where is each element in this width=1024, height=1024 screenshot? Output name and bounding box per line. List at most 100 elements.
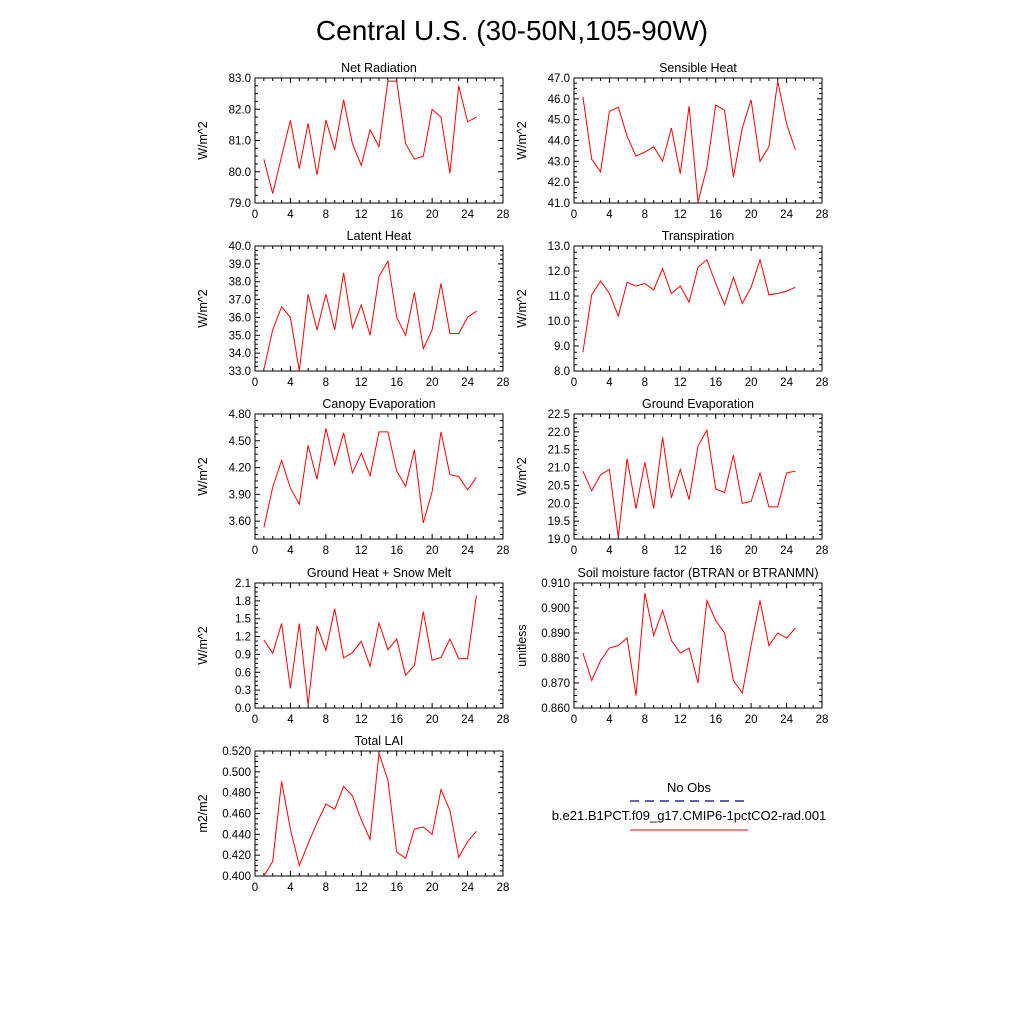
x-tick-label: 28 [816,714,829,726]
x-tick-label: 24 [461,545,474,557]
y-tick-label: 0.460 [222,809,251,821]
y-tick-label: 3.90 [229,489,251,501]
x-tick-label: 12 [674,377,687,389]
x-tick-label: 0 [252,714,258,726]
y-tick-label: 40.0 [229,241,251,253]
panel-title: Transpiration [662,229,735,243]
x-tick-label: 8 [323,714,329,726]
y-tick-label: 9.0 [554,341,570,353]
y-tick-label: 19.5 [548,516,570,528]
x-tick-label: 12 [355,882,368,894]
x-tick-label: 24 [461,377,474,389]
x-tick-label: 0 [571,209,577,221]
x-tick-label: 8 [642,377,648,389]
y-tick-label: 83.0 [229,73,251,85]
x-tick-label: 28 [816,209,829,221]
x-tick-label: 8 [323,545,329,557]
y-tick-label: 8.0 [554,366,570,378]
x-tick-label: 28 [497,714,510,726]
y-tick-label: 0.900 [541,603,570,615]
figure-title: Central U.S. (30-50N,105-90W) [316,15,708,46]
y-tick-label: 11.0 [548,291,570,303]
y-tick-label: 1.8 [235,596,251,608]
x-tick-label: 0 [571,545,577,557]
y-tick-label: 44.0 [548,136,570,148]
x-tick-label: 16 [390,377,403,389]
series-line [582,80,796,203]
series-line [582,428,796,538]
panel-title: Ground Heat + Snow Melt [307,566,452,580]
y-tick-label: 0.500 [222,767,251,779]
y-tick-label: 0.910 [541,578,570,590]
y-tick-label: 36.0 [229,312,251,324]
y-tick-label: 4.80 [229,409,251,421]
plot-frame [573,582,823,709]
y-axis-label: W/m^2 [196,121,210,160]
x-tick-label: 24 [461,209,474,221]
panel-title: Net Radiation [341,61,417,75]
x-tick-label: 20 [426,209,439,221]
x-tick-label: 16 [390,545,403,557]
legend-model-label: b.e21.B1PCT.f09_g17.CMIP6-1pctCO2-rad.00… [552,808,827,823]
x-tick-label: 20 [426,714,439,726]
x-tick-label: 12 [674,714,687,726]
y-tick-label: 21.5 [548,445,570,457]
y-tick-label: 39.0 [229,259,251,271]
x-tick-label: 4 [287,714,294,726]
chart-panel: Latent Heat W/m^2 0 4 8 12 16 20 24 28 33.0 34.0 35.… [196,229,509,389]
chart-panel: Sensible Heat W/m^2 0 4 8 12 16 20 24 28 41.0 42.0 4… [515,61,828,221]
y-tick-label: 34.0 [229,348,251,360]
y-tick-label: 35.0 [229,330,251,342]
chart-panel: Canopy Evaporation W/m^2 0 4 8 12 16 20 24 28 3.60… [196,397,509,557]
y-tick-label: 19.0 [548,534,570,546]
y-axis-label: W/m^2 [196,457,210,496]
x-tick-label: 16 [390,714,403,726]
chart-panel: Transpiration W/m^2 0 4 8 12 16 20 24 28 8.0 9.0 10.… [515,229,828,389]
y-tick-label: 21.0 [548,463,570,475]
panel-title: Total LAI [355,734,404,748]
x-tick-label: 20 [426,882,439,894]
y-tick-label: 20.0 [548,498,570,510]
y-axis-label: m2/m2 [196,794,210,832]
y-axis-label: W/m^2 [196,626,210,665]
y-tick-label: 81.0 [229,136,251,148]
x-tick-label: 20 [745,545,758,557]
series-line [582,592,796,696]
y-tick-label: 3.60 [229,516,251,528]
y-tick-label: 47.0 [548,73,570,85]
x-tick-label: 16 [709,377,722,389]
plot-frame [573,245,823,372]
x-tick-label: 0 [571,714,577,726]
y-tick-label: 45.0 [548,115,570,127]
y-tick-label: 2.1 [235,578,251,590]
y-tick-label: 0.890 [541,628,570,640]
x-tick-label: 4 [287,209,294,221]
legend: No Obs b.e21.B1PCT.f09_g17.CMIP6-1pctCO2… [552,780,827,831]
x-tick-label: 4 [606,545,613,557]
y-tick-label: 20.5 [548,480,570,492]
y-tick-label: 1.2 [235,632,251,644]
chart-panel: Total LAI m2/m2 0 4 8 12 16 20 24 28 0.400 0.420 0.4… [196,734,509,894]
plot-frame [573,77,823,204]
y-tick-label: 46.0 [548,94,570,106]
y-tick-label: 0.880 [541,653,570,665]
y-tick-label: 38.0 [229,277,251,289]
y-tick-label: 4.50 [229,436,251,448]
panel-title: Latent Heat [347,229,412,243]
x-tick-label: 16 [709,209,722,221]
y-tick-label: 12.0 [548,266,570,278]
x-tick-label: 0 [571,377,577,389]
x-tick-label: 12 [355,714,368,726]
y-axis-label: W/m^2 [515,289,529,328]
x-tick-label: 24 [780,714,793,726]
x-tick-label: 8 [323,882,329,894]
x-tick-label: 4 [606,209,613,221]
x-tick-label: 8 [323,209,329,221]
x-tick-label: 24 [461,714,474,726]
x-tick-label: 28 [497,209,510,221]
y-tick-label: 0.3 [235,685,251,697]
x-tick-label: 12 [355,545,368,557]
y-tick-label: 82.0 [229,104,251,116]
y-tick-label: 79.0 [229,198,251,210]
